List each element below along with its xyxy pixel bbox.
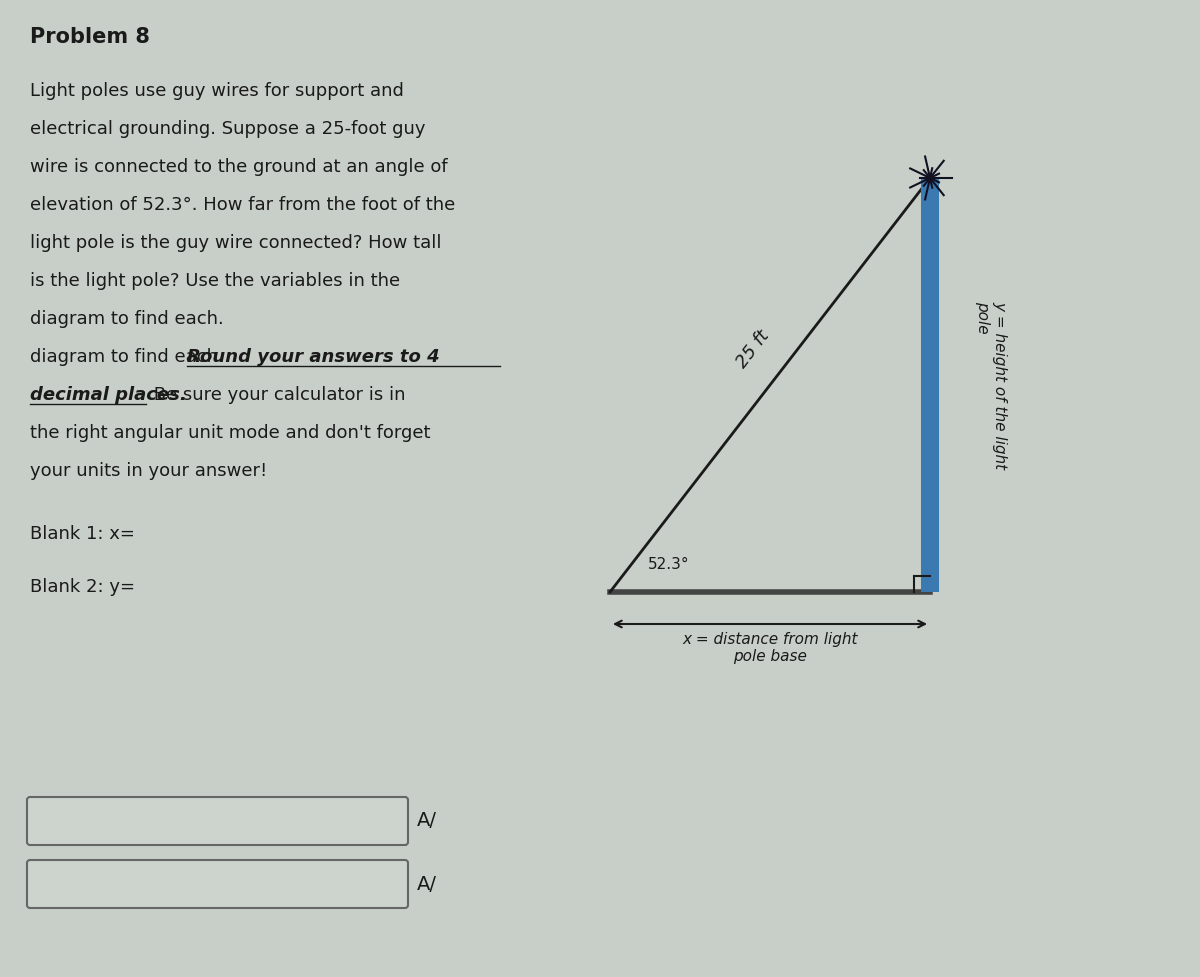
Text: electrical grounding. Suppose a 25-foot guy: electrical grounding. Suppose a 25-foot … [30,120,426,138]
Text: A/: A/ [418,874,437,894]
Text: Round your answers to 4: Round your answers to 4 [187,348,439,366]
Text: x = distance from light
pole base: x = distance from light pole base [683,632,858,664]
Text: Problem 8: Problem 8 [30,27,150,47]
Text: Blank 1: x=: Blank 1: x= [30,525,134,543]
Text: Blank 2: y=: Blank 2: y= [30,578,134,596]
Text: 25 ft: 25 ft [732,327,773,371]
Text: A/: A/ [418,812,437,830]
Text: diagram to find each.: diagram to find each. [30,310,229,328]
FancyBboxPatch shape [28,860,408,908]
Text: diagram to find each.: diagram to find each. [30,348,229,366]
FancyBboxPatch shape [28,797,408,845]
Text: 52.3°: 52.3° [648,557,690,572]
Text: the right angular unit mode and don't forget: the right angular unit mode and don't fo… [30,424,431,442]
Text: is the light pole? Use the variables in the: is the light pole? Use the variables in … [30,272,400,290]
Text: your units in your answer!: your units in your answer! [30,462,268,480]
Text: wire is connected to the ground at an angle of: wire is connected to the ground at an an… [30,158,448,176]
Text: elevation of 52.3°. How far from the foot of the: elevation of 52.3°. How far from the foo… [30,196,455,214]
Text: decimal places.: decimal places. [30,386,187,404]
Text: Be sure your calculator is in: Be sure your calculator is in [148,386,406,404]
Text: y = height of the light
pole: y = height of the light pole [974,301,1008,469]
Text: light pole is the guy wire connected? How tall: light pole is the guy wire connected? Ho… [30,234,442,252]
Text: Light poles use guy wires for support and: Light poles use guy wires for support an… [30,82,404,100]
